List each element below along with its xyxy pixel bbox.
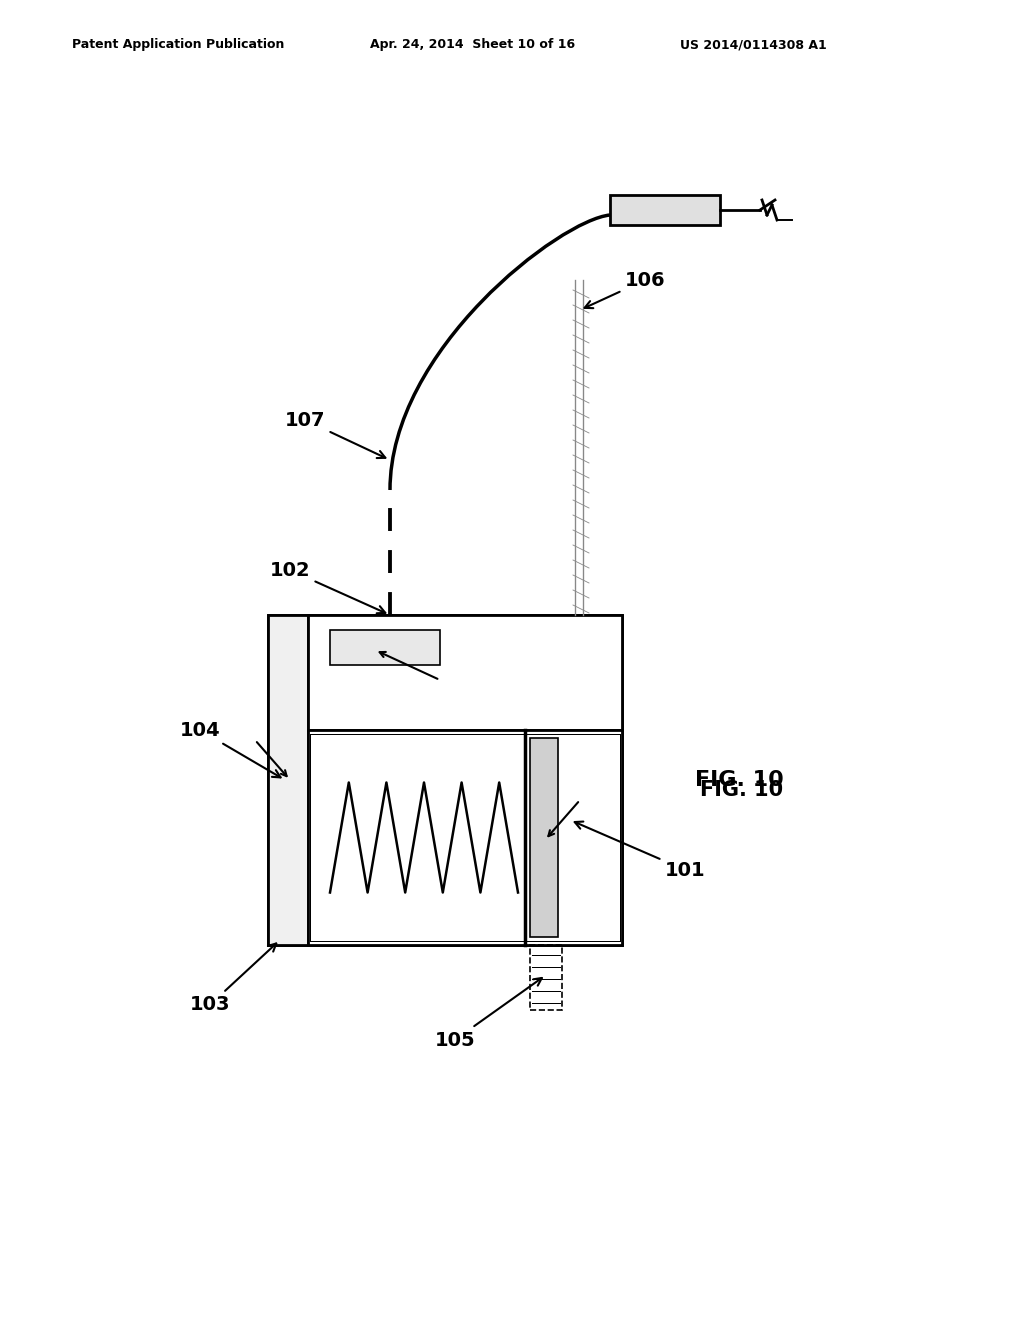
Bar: [530, 738, 558, 937]
Text: 104: 104: [179, 721, 281, 777]
Bar: [330, 630, 440, 665]
Bar: [610, 195, 720, 224]
Text: FIG. 10: FIG. 10: [700, 780, 783, 800]
Text: Apr. 24, 2014  Sheet 10 of 16: Apr. 24, 2014 Sheet 10 of 16: [370, 38, 575, 51]
Text: 106: 106: [585, 271, 666, 308]
Bar: [308, 615, 622, 730]
Text: US 2014/0114308 A1: US 2014/0114308 A1: [680, 38, 826, 51]
Text: 103: 103: [189, 944, 276, 1015]
Text: 101: 101: [574, 821, 706, 879]
Text: 105: 105: [434, 978, 542, 1049]
Text: Patent Application Publication: Patent Application Publication: [72, 38, 285, 51]
Bar: [268, 615, 622, 945]
Text: 107: 107: [285, 411, 385, 458]
Text: 102: 102: [269, 561, 385, 614]
Bar: [530, 945, 562, 1010]
Bar: [308, 730, 622, 945]
Text: FIG. 10: FIG. 10: [695, 770, 783, 789]
Bar: [268, 615, 308, 945]
